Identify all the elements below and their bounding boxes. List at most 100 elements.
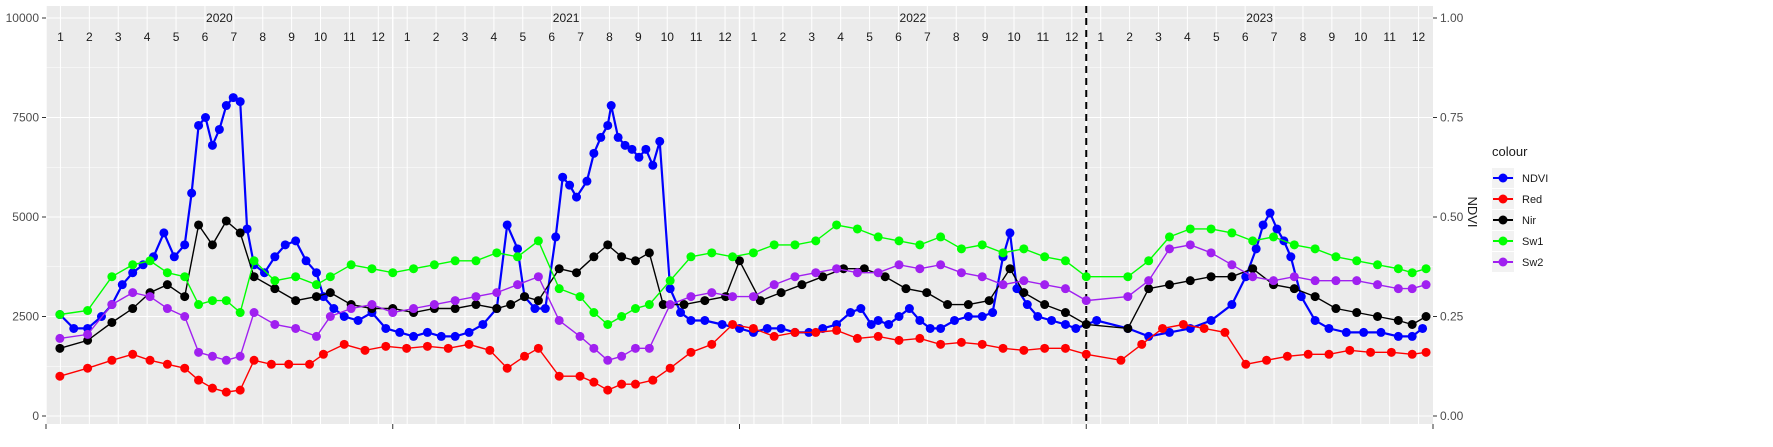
data-point-ndvi <box>1012 284 1022 294</box>
data-point-sw2 <box>1352 276 1362 286</box>
data-point-red <box>665 363 675 373</box>
data-point-nir <box>1040 300 1050 310</box>
data-point-sw2 <box>145 292 155 302</box>
data-point-nir <box>506 300 516 310</box>
month-label: 2 <box>780 30 787 44</box>
data-point-sw1 <box>1144 256 1154 266</box>
data-point-ndvi <box>648 160 658 170</box>
data-point-sw2 <box>707 288 717 298</box>
data-point-red <box>832 325 842 335</box>
data-point-nir <box>311 292 321 302</box>
legend-key-point <box>1498 215 1508 225</box>
data-point-sw1 <box>1185 224 1195 234</box>
month-label: 3 <box>808 30 815 44</box>
data-point-ndvi <box>1376 327 1386 337</box>
data-point-sw2 <box>107 300 117 310</box>
month-label: 1 <box>404 30 411 44</box>
month-label: 9 <box>635 30 642 44</box>
data-point-red <box>162 359 172 369</box>
month-label: 4 <box>144 30 151 44</box>
data-point-ndvi <box>395 327 405 337</box>
data-point-nir <box>221 216 231 226</box>
data-point-sw2 <box>1123 292 1133 302</box>
data-point-red <box>145 355 155 365</box>
legend: colour NDVI Red Nir Sw1 Sw2 <box>1492 144 1548 272</box>
data-point-red <box>502 363 512 373</box>
data-point-ndvi <box>530 304 540 314</box>
data-point-nir <box>630 256 640 266</box>
data-point-red <box>402 343 412 353</box>
data-point-nir <box>1393 315 1403 325</box>
data-point-ndvi <box>207 140 217 150</box>
data-point-red <box>1081 349 1091 359</box>
data-point-ndvi <box>159 228 169 238</box>
data-point-sw2 <box>1081 296 1091 306</box>
data-point-red <box>1137 339 1147 349</box>
data-point-nir <box>1081 319 1091 329</box>
data-point-nir <box>572 268 582 278</box>
data-point-nir <box>984 296 994 306</box>
data-point-red <box>554 371 564 381</box>
legend-key-point <box>1498 236 1508 246</box>
data-point-red <box>235 385 245 395</box>
data-point-ndvi <box>1047 315 1057 325</box>
data-point-sw2 <box>1289 272 1299 282</box>
data-point-red <box>707 339 717 349</box>
month-label: 1 <box>1097 30 1104 44</box>
data-point-ndvi <box>228 93 238 103</box>
data-point-sw2 <box>1393 284 1403 294</box>
data-point-nir <box>207 240 217 250</box>
data-point-red <box>575 371 585 381</box>
data-point-nir <box>533 296 543 306</box>
data-point-sw1 <box>492 248 502 258</box>
data-point-sw2 <box>769 280 779 290</box>
data-point-sw2 <box>1040 280 1050 290</box>
data-point-sw1 <box>554 284 564 294</box>
data-point-ndvi <box>1022 300 1032 310</box>
data-point-sw1 <box>249 256 259 266</box>
data-point-nir <box>325 288 335 298</box>
data-point-ndvi <box>1258 220 1268 230</box>
data-point-sw1 <box>1421 264 1431 274</box>
data-point-ndvi <box>925 323 935 333</box>
data-point-sw2 <box>686 292 696 302</box>
data-point-ndvi <box>422 327 432 337</box>
data-point-ndvi <box>1418 323 1428 333</box>
month-label: 10 <box>314 30 328 44</box>
data-point-nir <box>1019 288 1029 298</box>
data-point-red <box>686 347 696 357</box>
y2-tick-label: 0.00 <box>1440 409 1464 423</box>
data-point-sw2 <box>194 347 204 357</box>
data-point-sw1 <box>769 240 779 250</box>
legend-label-nir: Nir <box>1522 215 1536 227</box>
month-label: 4 <box>491 30 498 44</box>
data-point-ndvi <box>169 252 179 262</box>
month-label: 7 <box>577 30 584 44</box>
data-point-sw2 <box>1407 284 1417 294</box>
data-point-nir <box>1164 280 1174 290</box>
data-point-red <box>422 341 432 351</box>
data-point-nir <box>943 300 953 310</box>
data-point-nir <box>880 272 890 282</box>
data-point-sw1 <box>630 304 640 314</box>
y-tick-label: 5000 <box>12 210 39 224</box>
data-point-sw2 <box>728 292 738 302</box>
data-point-sw1 <box>1331 252 1341 262</box>
month-label: 11 <box>690 30 703 44</box>
data-point-red <box>956 337 966 347</box>
data-point-red <box>533 343 543 353</box>
data-point-sw1 <box>1289 240 1299 250</box>
data-point-sw2 <box>873 268 883 278</box>
data-point-ndvi <box>676 308 686 318</box>
data-point-sw2 <box>554 315 564 325</box>
data-point-ndvi <box>641 144 651 154</box>
month-label: 12 <box>1065 30 1079 44</box>
data-point-sw1 <box>1310 244 1320 254</box>
month-label: 1 <box>751 30 758 44</box>
year-label: 2021 <box>553 11 580 25</box>
month-label: 12 <box>718 30 732 44</box>
data-point-nir <box>1421 312 1431 321</box>
data-point-ndvi <box>873 315 883 325</box>
data-point-red <box>811 327 821 337</box>
